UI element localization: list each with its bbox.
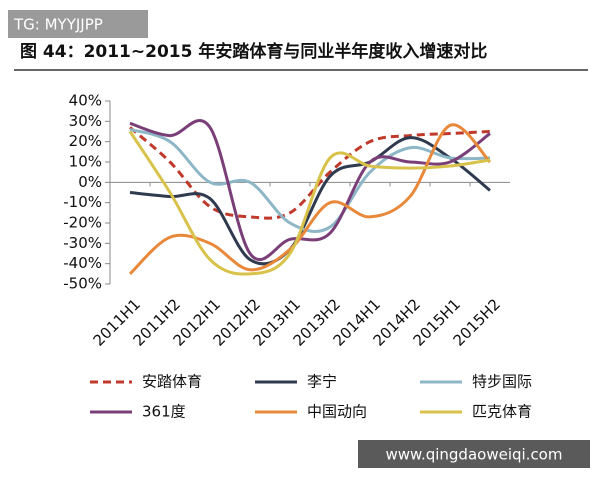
legend-label: 中国动向 — [307, 403, 367, 421]
y-tick-label: -10% — [63, 193, 102, 211]
legend-label: 匹克体育 — [472, 403, 532, 421]
legend-label: 361度 — [142, 403, 186, 421]
y-tick-label: 30% — [69, 112, 102, 130]
series-line — [129, 126, 491, 220]
y-tick-label: -40% — [63, 254, 102, 272]
y-tick-label: 40% — [69, 92, 102, 110]
legend-label: 安踏体育 — [142, 373, 202, 391]
y-tick-label: -20% — [63, 214, 102, 232]
series-line — [129, 128, 491, 233]
watermark-box — [8, 10, 148, 38]
y-tick-label: 0% — [78, 173, 102, 191]
series-line — [128, 130, 491, 276]
watermark: TG: MYYJJPP — [13, 16, 103, 34]
y-tick-label: -30% — [63, 234, 102, 252]
y-tick-label: 10% — [69, 153, 102, 171]
y-tick-label: -50% — [63, 275, 102, 293]
series-line — [129, 136, 491, 266]
y-tick-label: 20% — [69, 132, 102, 150]
watermark: www.qingdaoweiqi.com — [386, 446, 563, 464]
chart-title: 图 44：2011~2015 年安踏体育与同业半年度收入增速对比 — [20, 41, 487, 62]
legend-label: 李宁 — [307, 373, 337, 391]
watermark-box — [358, 440, 590, 468]
legend-label: 特步国际 — [472, 373, 532, 391]
